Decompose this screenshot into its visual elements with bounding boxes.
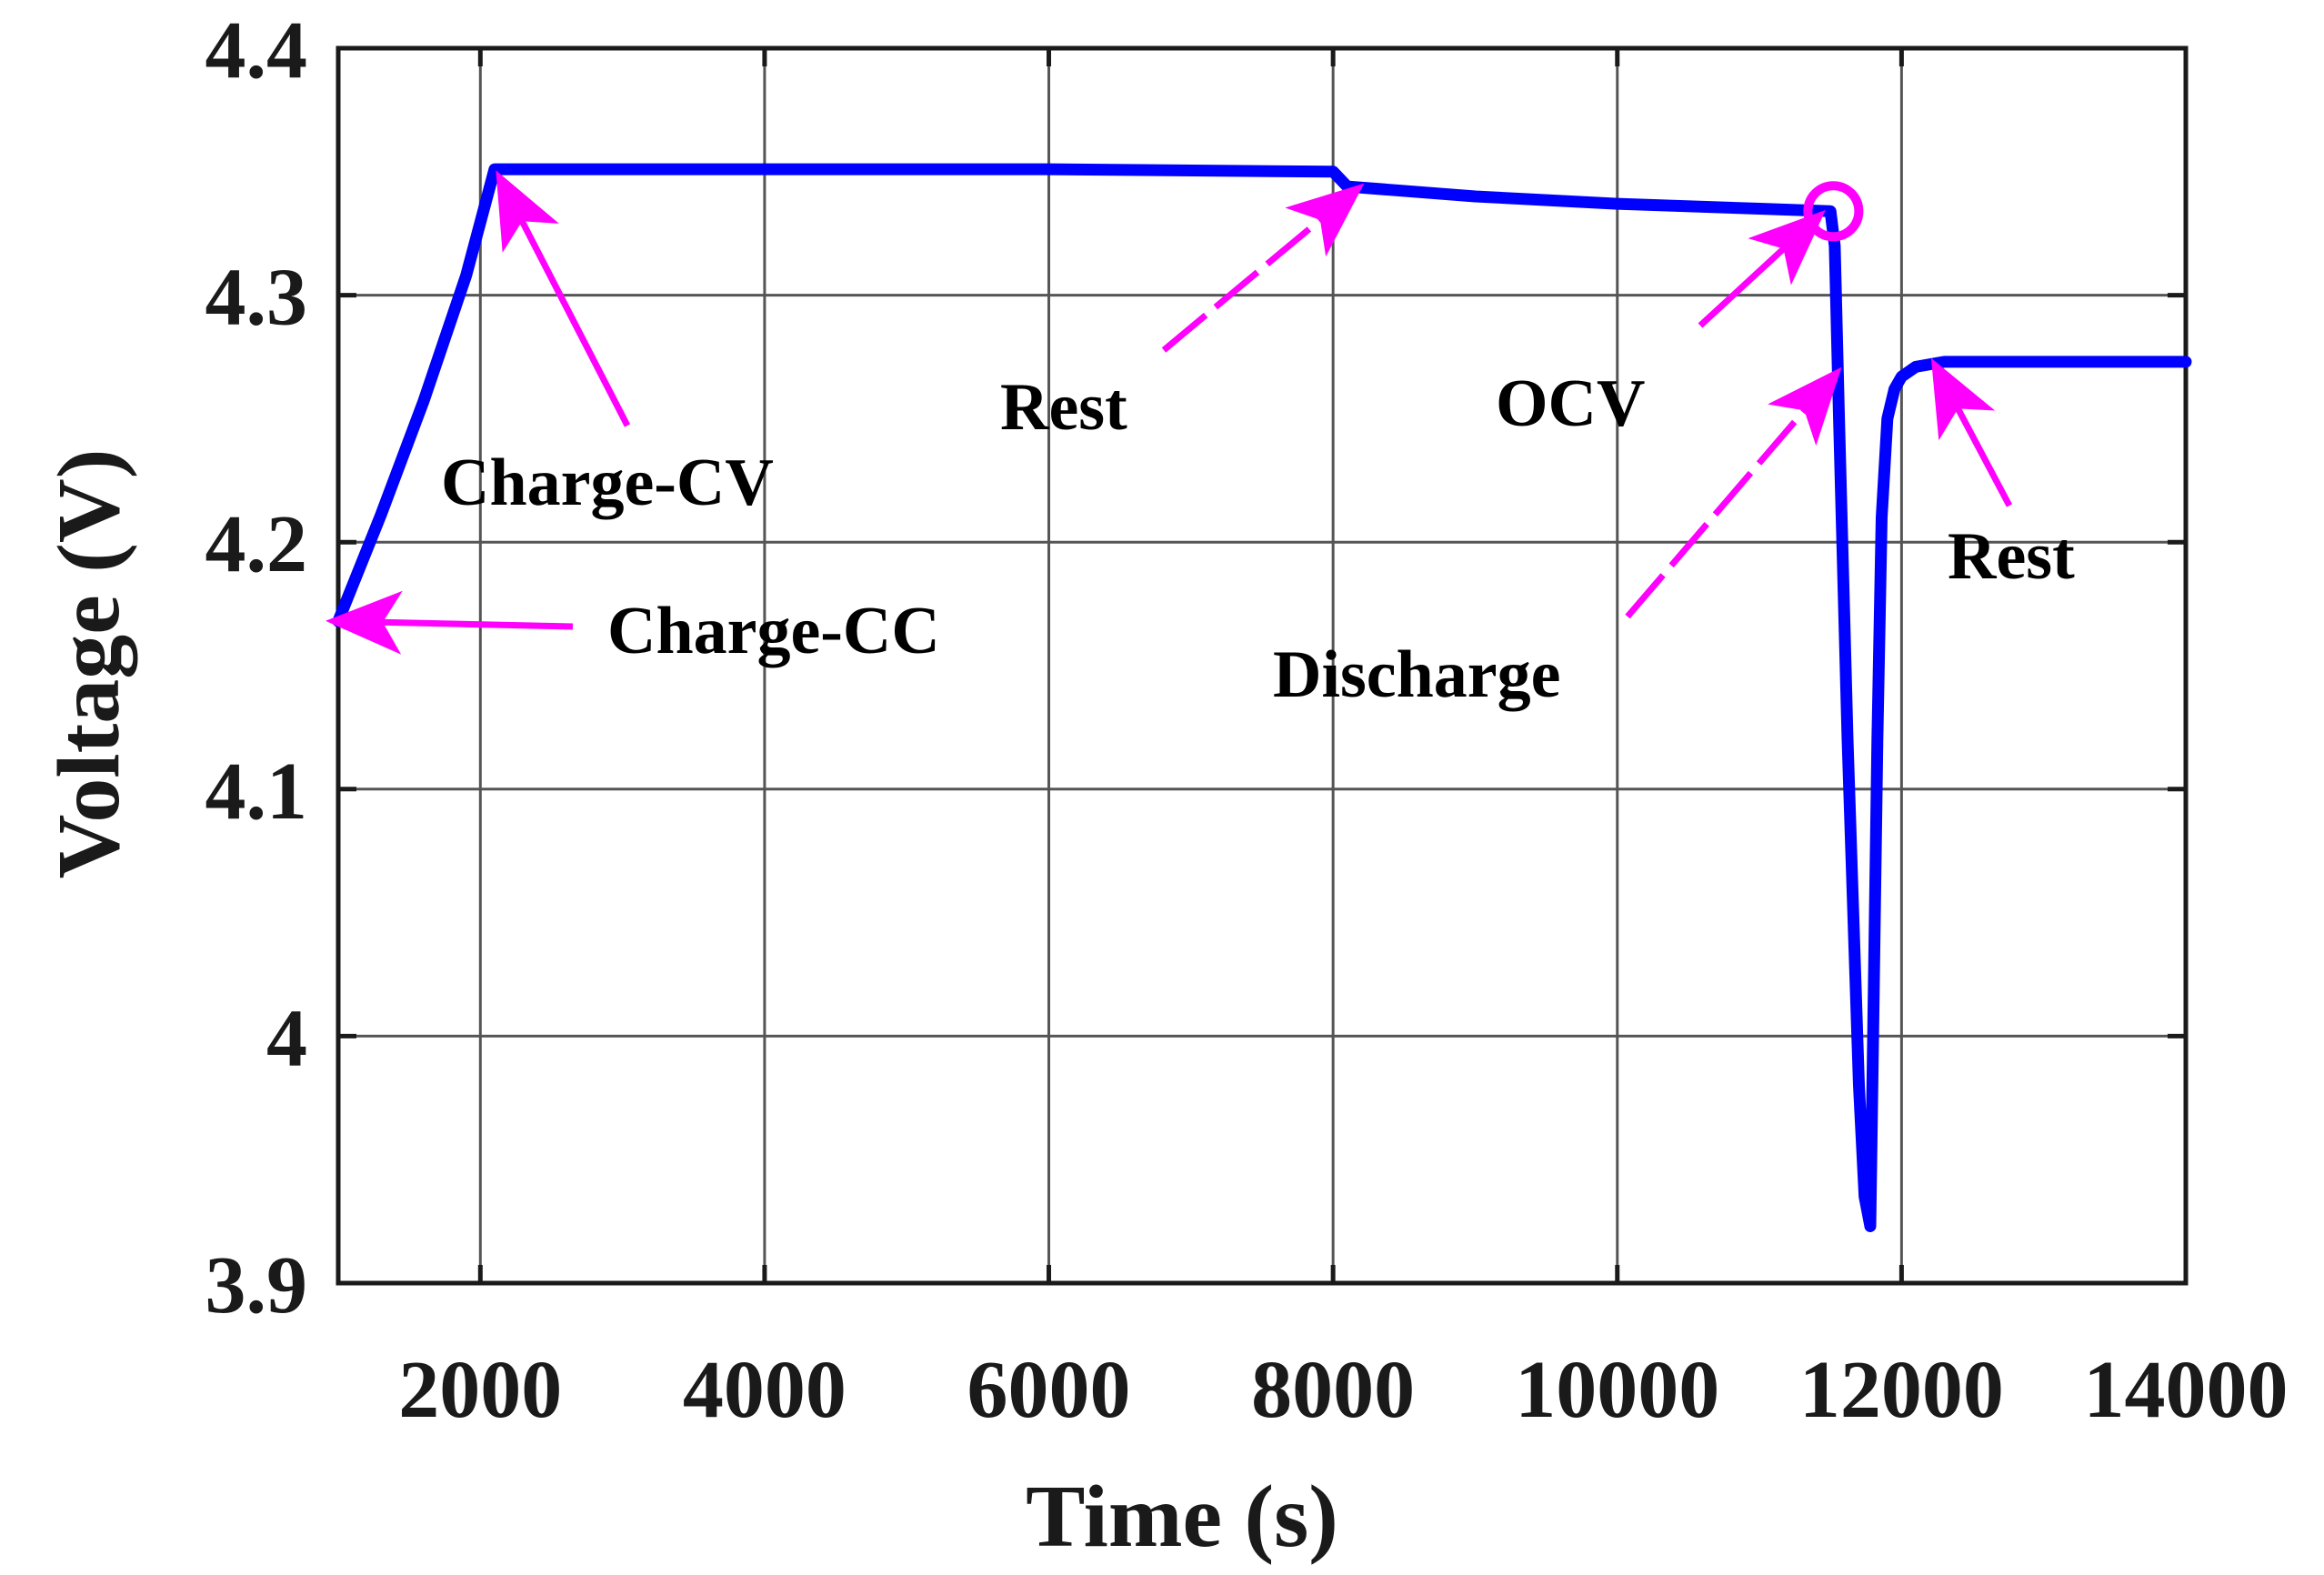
x-axis-label: Time (s) <box>1026 1468 1338 1566</box>
annotation-arrow-charge-cc <box>326 590 574 655</box>
y-tick-label: 4.4 <box>205 5 308 95</box>
y-tick-label: 4 <box>266 993 307 1083</box>
annotation-label-rest-1: Rest <box>1000 370 1127 445</box>
annotation-label-ocv: OCV <box>1496 366 1645 441</box>
annotation-arrow-discharge <box>1625 366 1842 619</box>
y-tick-label: 4.1 <box>205 747 308 837</box>
annotation-label-rest-2: Rest <box>1948 519 2075 594</box>
annotation-label-discharge: Discharge <box>1273 637 1561 712</box>
x-tick-label: 10000 <box>1515 1345 1719 1435</box>
y-tick-label: 3.9 <box>205 1240 308 1330</box>
annotation-arrow-rest-2 <box>1930 357 2013 507</box>
annotation-arrow-rest-1 <box>1161 183 1365 353</box>
y-tick-label: 4.3 <box>205 253 308 343</box>
annotations: Charge-CC Charge-CV Rest OCV Discharge Rest <box>326 170 2075 712</box>
y-tick-label: 4.2 <box>205 499 308 589</box>
plot-frame <box>336 45 2189 1286</box>
series-layer <box>332 163 2192 1232</box>
tick-marks <box>338 45 2189 1286</box>
x-tick-label: 12000 <box>1799 1345 2004 1435</box>
x-tick-label: 6000 <box>967 1345 1131 1435</box>
annotation-label-charge-cc: Charge-CC <box>607 594 940 668</box>
annotation-label-charge-cv: Charge-CV <box>441 446 774 520</box>
annotation-arrow-ocv <box>1698 209 1826 328</box>
x-tick-label: 14000 <box>2084 1345 2289 1435</box>
x-tick-label: 8000 <box>1251 1345 1415 1435</box>
series-line-voltage <box>332 163 2192 1232</box>
y-axis-label: Voltage (V) <box>40 449 138 879</box>
x-tick-label: 2000 <box>398 1345 562 1435</box>
annotation-arrow-charge-cv <box>496 170 631 427</box>
tick-labels: 2000 4000 6000 8000 10000 12000 14000 3.9 4 4.1 4.… <box>205 5 2289 1435</box>
x-tick-label: 4000 <box>683 1345 846 1435</box>
